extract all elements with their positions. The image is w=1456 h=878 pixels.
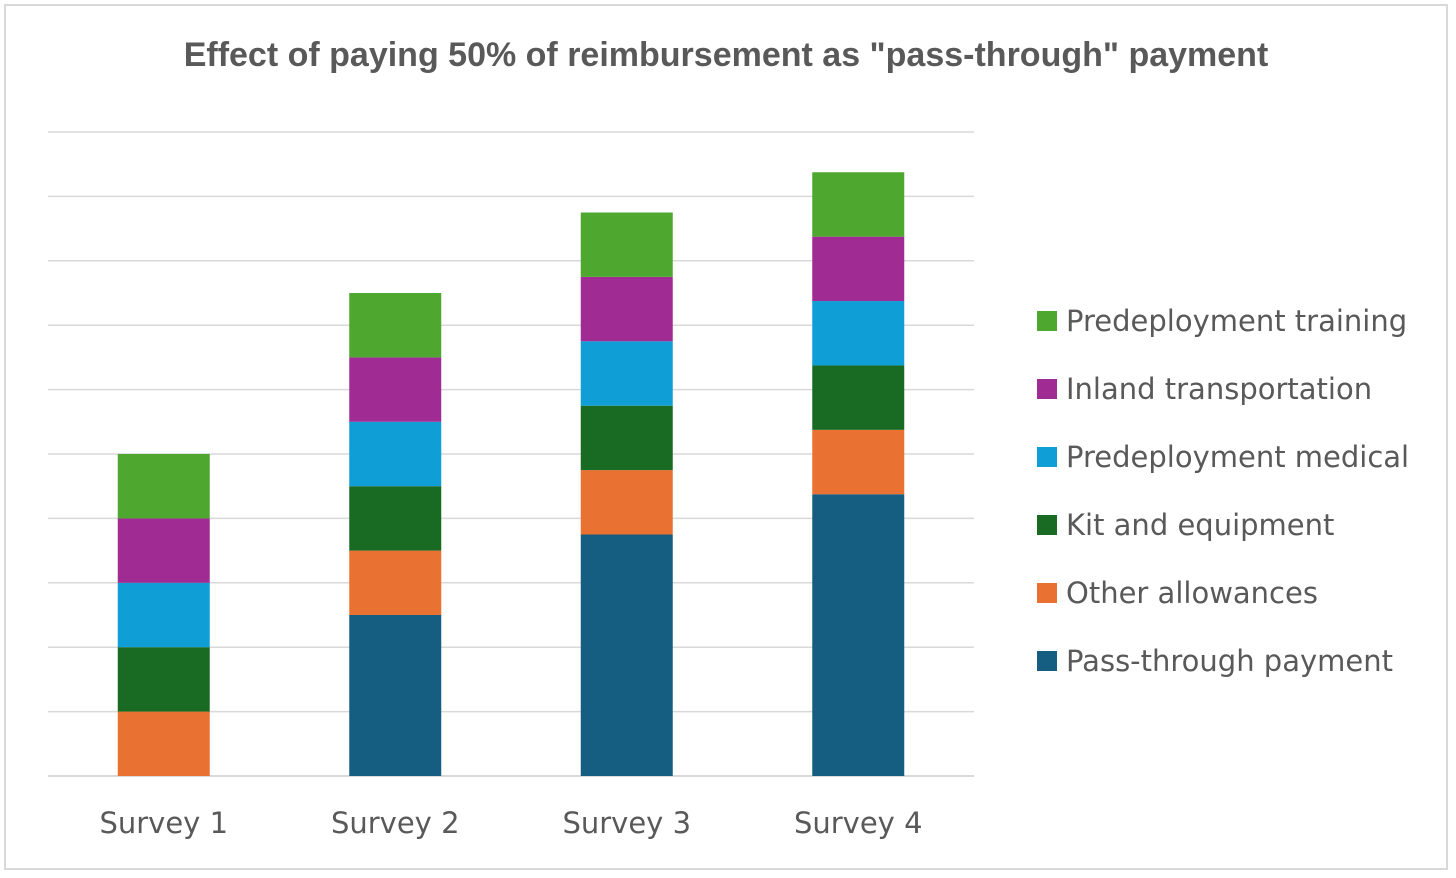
legend-swatch	[1037, 651, 1057, 671]
bar-segment	[349, 421, 442, 487]
chart-frame	[4, 4, 1448, 870]
bar-segment	[580, 534, 673, 776]
bar-segment	[580, 405, 673, 471]
bar-segment	[812, 236, 905, 302]
legend-label: Other allowances	[1066, 576, 1318, 610]
bar-segment	[117, 454, 210, 519]
bar-segment	[117, 582, 210, 648]
x-axis-labels: Survey 1 Survey 2 Survey 3 Survey 4	[99, 806, 922, 840]
bar-segment	[349, 550, 442, 615]
chart-title: Effect of paying 50% of reimbursement as…	[183, 36, 1269, 74]
bar-segment	[580, 470, 673, 535]
bar-segment	[580, 341, 673, 406]
x-tick-label: Survey 1	[99, 806, 228, 840]
bar-segment	[812, 494, 905, 776]
bar-segment	[812, 301, 905, 366]
legend-label: Pass-through payment	[1066, 644, 1393, 678]
legend-label: Kit and equipment	[1066, 508, 1335, 542]
bar-segment	[812, 429, 905, 495]
bar-segment	[349, 293, 442, 358]
legend: Predeployment training Inland transportat…	[1037, 287, 1409, 695]
legend-item: Other allowances	[1037, 559, 1409, 627]
legend-item: Inland transportation	[1037, 355, 1409, 423]
legend-label: Predeployment medical	[1066, 440, 1410, 474]
x-tick-label: Survey 2	[331, 806, 460, 840]
bar-segment	[580, 212, 673, 277]
legend-label: Inland transportation	[1066, 372, 1373, 406]
x-tick-label: Survey 4	[794, 806, 923, 840]
bar-segment	[349, 615, 442, 776]
legend-swatch	[1037, 447, 1057, 467]
bar-segment	[117, 711, 210, 776]
bar-segment	[580, 276, 673, 342]
legend-swatch	[1037, 515, 1057, 535]
bar-segment	[349, 486, 442, 551]
x-tick-label: Survey 3	[562, 806, 691, 840]
legend-swatch	[1037, 311, 1057, 331]
bar-segment	[812, 172, 905, 237]
legend-item: Predeployment training	[1037, 287, 1409, 355]
legend-item: Pass-through payment	[1037, 627, 1409, 695]
legend-label: Predeployment training	[1066, 304, 1408, 338]
legend-swatch	[1037, 583, 1057, 603]
legend-swatch	[1037, 379, 1057, 399]
bar-segment	[812, 365, 905, 430]
bar-segment	[117, 647, 210, 712]
legend-item: Predeployment medical	[1037, 423, 1409, 491]
bar-segment	[117, 518, 210, 583]
bar-segment	[349, 357, 442, 422]
bars	[117, 172, 905, 776]
legend-item: Kit and equipment	[1037, 491, 1409, 559]
